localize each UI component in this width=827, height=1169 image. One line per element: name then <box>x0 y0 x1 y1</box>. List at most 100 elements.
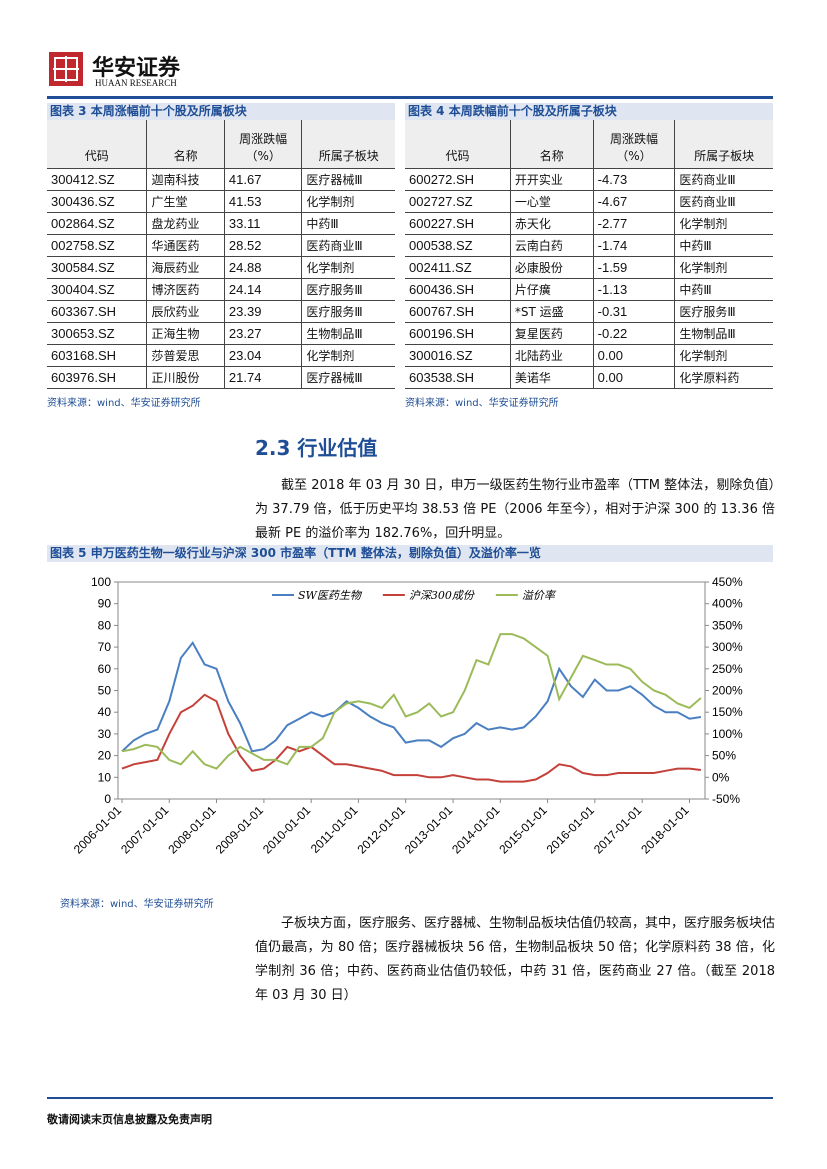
header-line: 周涨跌幅 <box>239 132 288 146</box>
line-series <box>121 633 702 770</box>
legend-label: 沪深300成份 <box>409 589 475 602</box>
cell: 美诺华 <box>509 366 594 389</box>
cell: 600227.SH <box>405 212 511 235</box>
x-tick-label: 2017-01-01 <box>591 803 645 857</box>
header-row: 代码 名称 周涨跌幅 （%） 所属子板块 <box>405 120 773 169</box>
row: 300584.SZ 海辰药业 24.88 化学制剂 <box>47 256 395 279</box>
x-tick-label: 2008-01-01 <box>165 803 219 857</box>
cell: 300653.SZ <box>47 322 147 345</box>
y2-tick-label: 350% <box>712 618 743 632</box>
cell: 化学原料药 <box>674 366 773 389</box>
cell: 正川股份 <box>146 366 225 389</box>
paragraph-box: 截至 2018 年 03 月 30 日，申万一级医药生物行业市盈率（TTM 整体… <box>255 474 775 546</box>
cell: 中药Ⅲ <box>301 212 395 235</box>
table-title: 图表 3 本周涨幅前十个股及所属板块 <box>47 103 395 120</box>
cell: 600767.SH <box>405 300 511 323</box>
cell: 医药商业Ⅲ <box>674 168 773 191</box>
cell: 医疗器械Ⅲ <box>301 168 395 191</box>
cell: -0.22 <box>592 322 675 345</box>
cell: 莎普爱思 <box>146 344 225 367</box>
logo-icon <box>49 52 83 86</box>
header-cell: 代码 <box>47 120 147 169</box>
cell: 300016.SZ <box>405 344 511 367</box>
row: 600196.SH 复星医药 -0.22 生物制品Ⅲ <box>405 322 773 345</box>
cell: 医疗服务Ⅲ <box>301 300 395 323</box>
paragraph: 子板块方面，医疗服务、医疗器械、生物制品板块估值仍较高，其中，医疗服务板块估值仍… <box>255 916 776 1003</box>
section-heading: 2.3 行业估值 <box>255 436 378 460</box>
cell: 化学制剂 <box>674 212 773 235</box>
cell: 300584.SZ <box>47 256 147 279</box>
table-source: 资料来源：wind、华安证券研究所 <box>47 398 201 409</box>
cell: 600196.SH <box>405 322 511 345</box>
legend-label: SW医药生物 <box>298 589 363 602</box>
cell: 云南白药 <box>509 234 594 257</box>
x-tick-label: 2010-01-01 <box>260 803 314 857</box>
row: 600767.SH *ST 运盛 -0.31 医疗服务Ⅲ <box>405 300 773 323</box>
row: 300016.SZ 北陆药业 0.00 化学制剂 <box>405 344 773 367</box>
row: 002411.SZ 必康股份 -1.59 化学制剂 <box>405 256 773 279</box>
legend-label: 溢价率 <box>522 589 557 602</box>
y-tick-label: 0 <box>104 792 111 806</box>
cell: 23.39 <box>223 300 302 323</box>
cell: 600436.SH <box>405 278 511 301</box>
cell: -1.13 <box>592 278 675 301</box>
x-tick-label: 2015-01-01 <box>496 803 550 857</box>
cell: 002411.SZ <box>405 256 511 279</box>
x-tick-label: 2011-01-01 <box>308 803 361 856</box>
cell: 化学制剂 <box>674 344 773 367</box>
header-row: 代码 名称 周涨跌幅 （%） 所属子板块 <box>47 120 395 169</box>
table-block: 图表 3 本周涨幅前十个股及所属板块 代码 名称 周涨跌幅 （%） 所属子板块 300412… <box>47 103 395 409</box>
cell: 化学制剂 <box>301 190 395 213</box>
cell: 医疗器械Ⅲ <box>301 366 395 389</box>
row: 300404.SZ 博济医药 24.14 医疗服务Ⅲ <box>47 278 395 301</box>
x-tick-label: 2006-01-01 <box>71 803 125 857</box>
cell: 医疗服务Ⅲ <box>301 278 395 301</box>
row: 002727.SZ 一心堂 -4.67 医药商业Ⅲ <box>405 190 773 213</box>
cell: 赤天化 <box>509 212 594 235</box>
y-tick-label: 100 <box>91 575 111 589</box>
header-cell: 周涨跌幅 （%） <box>592 120 675 169</box>
cell: 33.11 <box>223 212 302 235</box>
row: 603976.SH 正川股份 21.74 医疗器械Ⅲ <box>47 366 395 389</box>
cell: 600272.SH <box>405 168 511 191</box>
x-tick-label: 2013-01-01 <box>402 803 456 857</box>
row: 300653.SZ 正海生物 23.27 生物制品Ⅲ <box>47 322 395 345</box>
cell: -4.67 <box>592 190 675 213</box>
cell: 603976.SH <box>47 366 147 389</box>
cell: 生物制品Ⅲ <box>674 322 773 345</box>
row: 600436.SH 片仔癀 -1.13 中药Ⅲ <box>405 278 773 301</box>
cell: 0.00 <box>592 366 675 389</box>
cell: 化学制剂 <box>301 256 395 279</box>
row: 603168.SH 莎普爱思 23.04 化学制剂 <box>47 344 395 367</box>
row: 002758.SZ 华通医药 28.52 医药商业Ⅲ <box>47 234 395 257</box>
table-source: 资料来源：wind、华安证券研究所 <box>405 398 559 409</box>
cell: 必康股份 <box>509 256 594 279</box>
cell: 迦南科技 <box>146 168 225 191</box>
cell: -1.59 <box>592 256 675 279</box>
y2-tick-label: -50% <box>712 792 740 806</box>
footer: 敬请阅读末页信息披露及免责声明 <box>47 1113 212 1126</box>
cell: 23.04 <box>223 344 302 367</box>
x-tick-label: 2018-01-01 <box>638 803 692 857</box>
cell: 医疗服务Ⅲ <box>674 300 773 323</box>
cell: 广生堂 <box>146 190 225 213</box>
cell: 300436.SZ <box>47 190 147 213</box>
x-tick-label: 2014-01-01 <box>449 803 503 857</box>
cell: 海辰药业 <box>146 256 225 279</box>
cell: 300404.SZ <box>47 278 147 301</box>
x-tick-label: 2009-01-01 <box>213 803 267 857</box>
cell: 24.14 <box>223 278 302 301</box>
cell: 开开实业 <box>509 168 594 191</box>
cell: -0.31 <box>592 300 675 323</box>
paragraph: 截至 2018 年 03 月 30 日，申万一级医药生物行业市盈率（TTM 整体… <box>255 478 775 541</box>
y2-tick-label: 200% <box>712 684 743 698</box>
row: 603367.SH 辰欣药业 23.39 医疗服务Ⅲ <box>47 300 395 323</box>
y-tick-label: 30 <box>98 727 112 741</box>
header-cell: 周涨跌幅 （%） <box>223 120 302 169</box>
y-tick-label: 20 <box>98 749 112 763</box>
header-rule <box>47 96 773 99</box>
y2-tick-label: 0% <box>712 770 730 784</box>
cell: 北陆药业 <box>509 344 594 367</box>
logo-sub: HUAAN RESEARCH <box>95 78 177 88</box>
cell: 片仔癀 <box>509 278 594 301</box>
